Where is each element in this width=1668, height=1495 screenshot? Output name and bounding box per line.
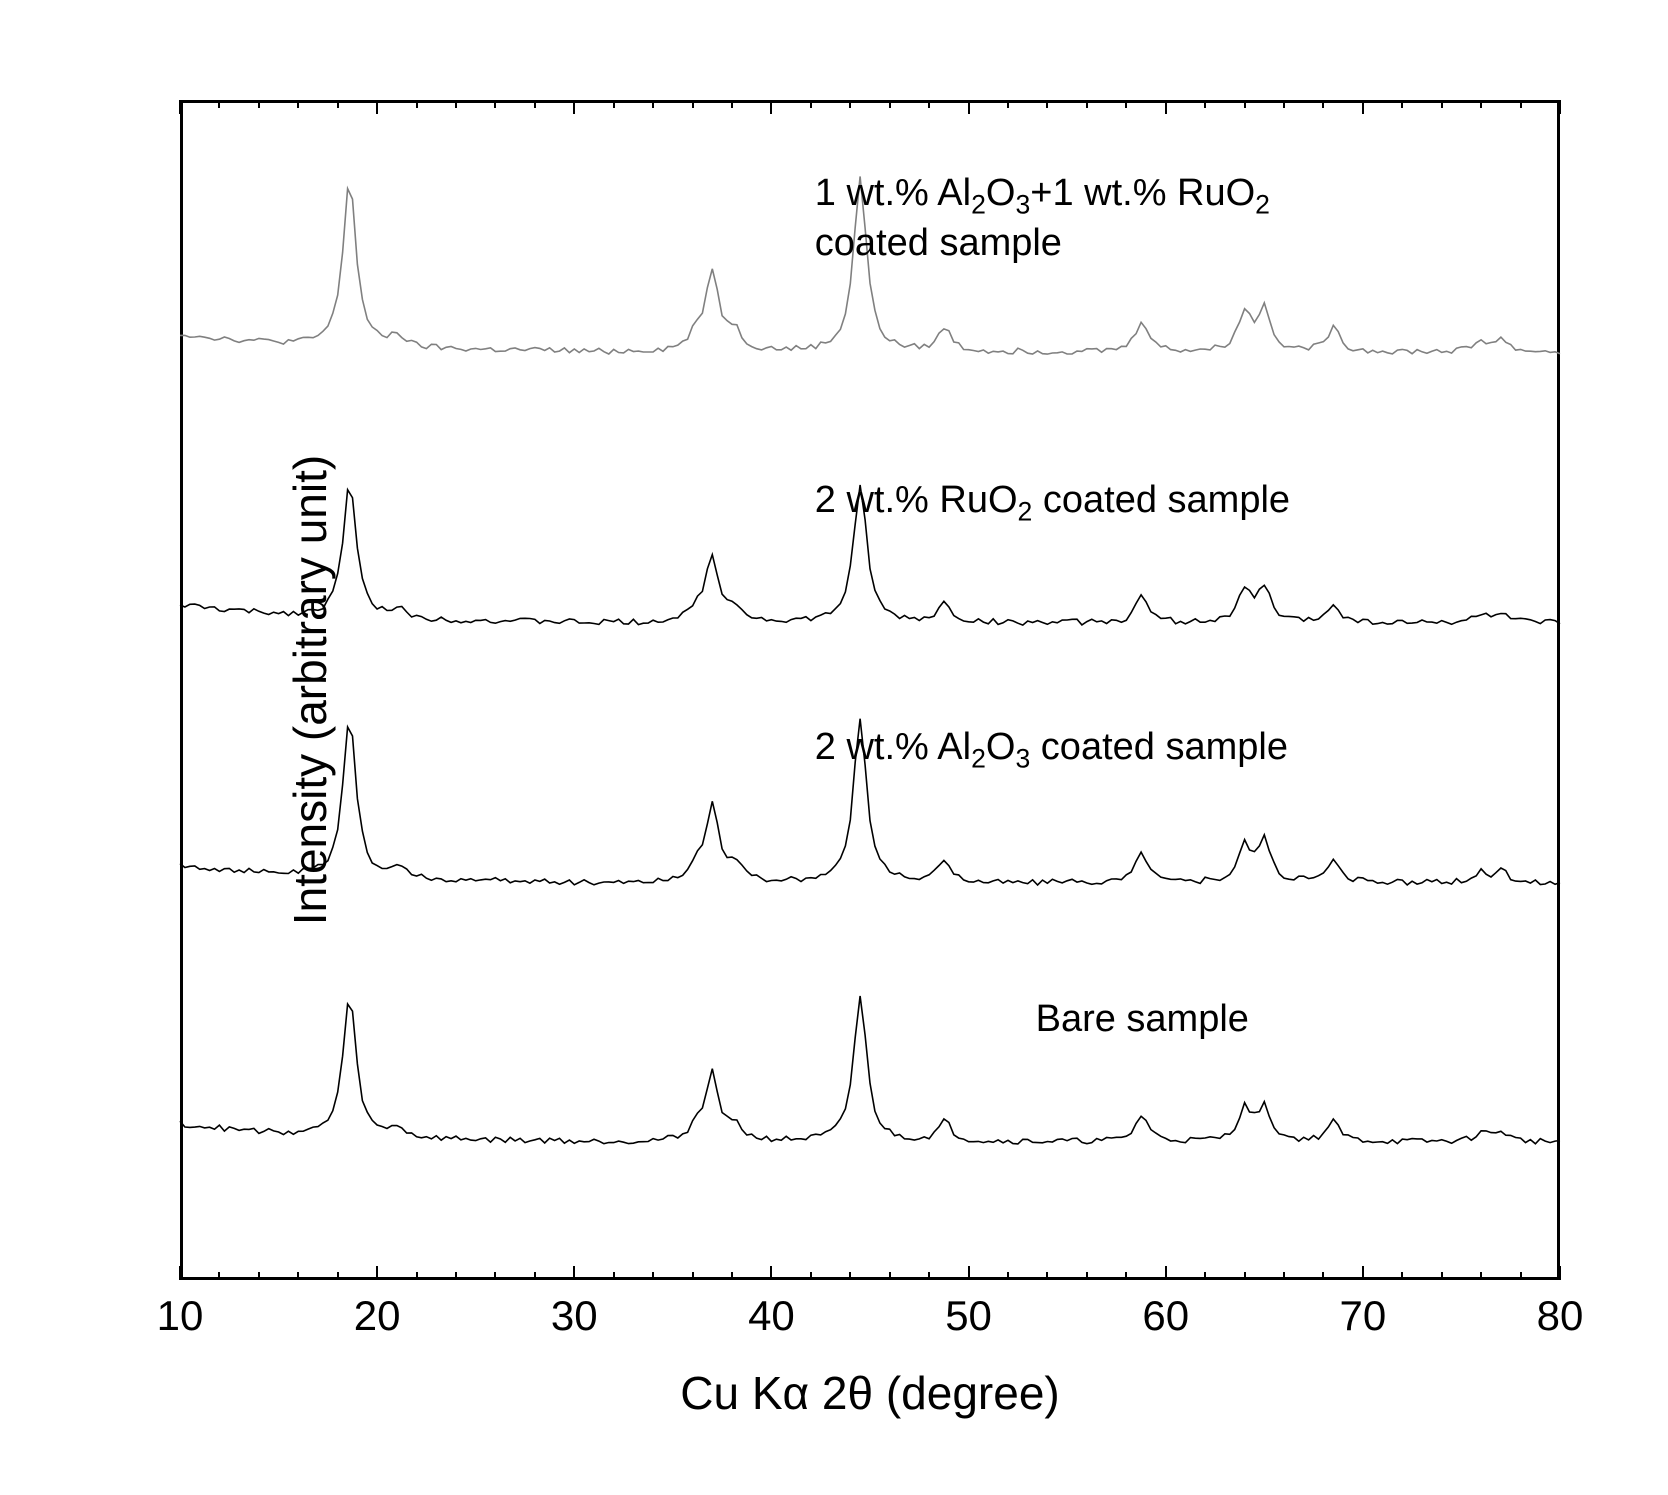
trace-label-al2o3: 2 wt.% Al2O3 coated sample <box>815 725 1288 776</box>
x-tick-label: 80 <box>1537 1292 1584 1340</box>
x-axis-label: Cu Kα 2θ (degree) <box>680 1366 1059 1420</box>
x-tick-mark <box>1362 1266 1364 1280</box>
x-tick-minor <box>297 1272 299 1280</box>
x-tick-minor <box>1401 1272 1403 1280</box>
x-tick-mark <box>573 1266 575 1280</box>
x-tick-mark <box>179 1266 181 1280</box>
x-tick-minor <box>258 1272 260 1280</box>
spectrum-bare <box>180 890 1560 1150</box>
x-tick-minor <box>534 1272 536 1280</box>
x-tick-minor <box>218 1272 220 1280</box>
x-tick-minor <box>652 1272 654 1280</box>
x-tick-minor <box>1007 1272 1009 1280</box>
x-tick-minor <box>1046 1272 1048 1280</box>
x-tick-mark <box>968 1266 970 1280</box>
x-tick-label: 70 <box>1339 1292 1386 1340</box>
x-tick-minor <box>731 1272 733 1280</box>
x-tick-minor <box>810 1272 812 1280</box>
trace-label-mixed: 1 wt.% Al2O3+1 wt.% RuO2coated sample <box>815 171 1270 267</box>
x-tick-minor <box>613 1272 615 1280</box>
x-tick-mark <box>1559 1266 1561 1280</box>
x-tick-minor <box>928 1272 930 1280</box>
x-tick-minor <box>416 1272 418 1280</box>
x-tick-minor <box>494 1272 496 1280</box>
x-tick-mark <box>376 1266 378 1280</box>
trace-label-ruo2: 2 wt.% RuO2 coated sample <box>815 478 1290 529</box>
x-tick-label: 30 <box>551 1292 598 1340</box>
x-tick-minor <box>889 1272 891 1280</box>
x-tick-minor <box>1244 1272 1246 1280</box>
x-tick-label: 50 <box>945 1292 992 1340</box>
x-tick-label: 40 <box>748 1292 795 1340</box>
x-tick-minor <box>1480 1272 1482 1280</box>
x-tick-minor <box>1086 1272 1088 1280</box>
x-tick-label: 60 <box>1142 1292 1189 1340</box>
spectrum-path <box>180 996 1560 1144</box>
x-tick-mark <box>1165 1266 1167 1280</box>
x-tick-minor <box>455 1272 457 1280</box>
x-tick-minor <box>849 1272 851 1280</box>
x-tick-minor <box>1520 1272 1522 1280</box>
x-tick-mark <box>770 1266 772 1280</box>
x-tick-minor <box>1283 1272 1285 1280</box>
x-tick-minor <box>337 1272 339 1280</box>
x-tick-label: 20 <box>354 1292 401 1340</box>
x-tick-minor <box>1125 1272 1127 1280</box>
x-tick-label: 10 <box>157 1292 204 1340</box>
trace-label-bare: Bare sample <box>1036 997 1249 1043</box>
x-tick-minor <box>1441 1272 1443 1280</box>
x-tick-minor <box>1204 1272 1206 1280</box>
x-tick-minor <box>692 1272 694 1280</box>
x-tick-minor <box>1322 1272 1324 1280</box>
plot-container: Intensity (arbitrary unit) Cu Kα 2θ (deg… <box>180 100 1560 1280</box>
